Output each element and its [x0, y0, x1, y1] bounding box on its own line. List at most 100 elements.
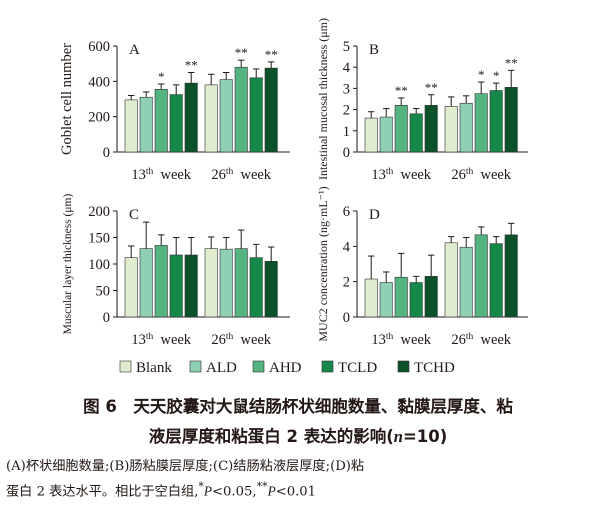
x-category-label-0: 13th week — [371, 332, 431, 348]
y-tick-label: 4 — [343, 239, 351, 255]
legend-label-ahd: AHD — [269, 360, 302, 376]
bar-ahd-1 — [474, 93, 488, 153]
caption-note-star-1: * — [198, 480, 204, 493]
bar-ahd-1 — [234, 248, 248, 318]
bar-ahd-1 — [474, 234, 488, 318]
caption-note-line-2: 蛋白 2 表达水平。相比于空白组,*P<0.05,**P<0.01 — [6, 480, 596, 499]
bar-tchd-0 — [424, 105, 438, 153]
bar-ahd-0 — [154, 88, 168, 153]
caption-note-threshold-2: <0.01 — [275, 484, 317, 500]
bar-ald-1 — [219, 248, 233, 318]
significance-mark: ** — [235, 45, 248, 60]
bar-ald-0 — [379, 116, 393, 153]
bar-blank-0 — [124, 99, 138, 153]
bar-ald-1 — [459, 246, 473, 318]
bar-tchd-1 — [264, 261, 278, 318]
x-category-label-0: 13th week — [131, 167, 191, 183]
y-axis-title: Muscular layer thickness (μm) — [62, 194, 74, 335]
panel-D: 0 2 4 6 MUC2 concentration (ng·mL⁻¹) D 13th we… — [316, 186, 528, 348]
significance-mark: ** — [185, 58, 198, 73]
y-tick-label: 200 — [88, 110, 110, 126]
bar-blank-1 — [204, 84, 218, 153]
caption-note-threshold-1: <0.05, — [211, 484, 257, 500]
bar-tcld-1 — [249, 257, 263, 318]
legend-label-tcld: TCLD — [338, 360, 377, 376]
y-tick-label: 50 — [96, 284, 111, 300]
bar-tcld-1 — [489, 243, 503, 318]
x-category-label-1: 26th week — [211, 167, 271, 183]
bar-tcld-1 — [489, 90, 503, 153]
x-category-label-1: 26th week — [211, 332, 271, 348]
significance-mark: * — [493, 68, 500, 83]
y-tick-label: 5 — [343, 39, 350, 55]
bar-blank-1 — [204, 248, 218, 318]
y-tick-label: 400 — [88, 74, 110, 90]
bar-ald-0 — [379, 282, 393, 318]
y-tick-label: 1 — [343, 124, 350, 140]
bar-blank-0 — [364, 278, 378, 318]
legend-label-tchd: TCHD — [414, 360, 455, 376]
bar-blank-1 — [444, 242, 458, 318]
y-tick-label: 2 — [343, 275, 350, 291]
bar-ald-0 — [139, 248, 153, 318]
significance-mark: * — [158, 69, 165, 84]
significance-mark: ** — [395, 83, 408, 98]
y-axis-title: Goblet cell number — [59, 43, 75, 155]
y-tick-label: 3 — [343, 81, 350, 97]
legend-swatch-ald — [189, 360, 202, 373]
bar-ald-1 — [459, 102, 473, 153]
bar-ahd-1 — [234, 66, 248, 153]
panel-B: 0 1 2 3 4 5 Intestinal mucosal thickness (μm) B… — [316, 18, 528, 183]
legend-swatch-tcld — [321, 360, 334, 373]
caption-note-line-1: (A)杯状细胞数量;(B)肠粘膜层厚度;(C)结肠粘液层厚度;(D)粘 — [6, 459, 365, 474]
y-tick-label: 200 — [88, 204, 110, 220]
significance-mark: * — [478, 67, 485, 82]
bar-blank-0 — [364, 117, 378, 153]
chart-legend: Blank ALD AHD TCLD TCHD — [119, 360, 455, 376]
y-tick-label: 0 — [343, 145, 350, 161]
significance-mark: ** — [265, 47, 278, 62]
significance-mark: ** — [425, 80, 438, 95]
x-category-label-1: 26th week — [451, 332, 511, 348]
caption-title-line-2: 液层厚度和粘蛋白 2 表达的影响(n=10) — [0, 423, 596, 447]
y-tick-label: 4 — [343, 60, 351, 76]
caption-note-p-2: P — [267, 483, 276, 499]
y-tick-label: 100 — [88, 257, 110, 273]
y-axis-title: MUC2 concentration (ng·mL⁻¹) — [316, 186, 330, 341]
bar-tchd-0 — [424, 276, 438, 318]
x-category-label-1: 26th week — [451, 167, 511, 183]
panel-A: 0 200 400 600 Goblet cell number A 13th week 26… — [59, 39, 290, 183]
panel-letter: D — [369, 207, 380, 223]
y-tick-label: 6 — [343, 204, 350, 220]
bar-tchd-1 — [264, 67, 278, 153]
significance-mark: ** — [505, 55, 518, 70]
y-tick-label: 0 — [103, 310, 110, 326]
caption-note-line-2-prefix: 蛋白 2 表达水平。相比于空白组, — [6, 484, 199, 500]
bar-tcld-0 — [169, 94, 183, 153]
panel-letter: C — [129, 207, 139, 223]
bar-tcld-0 — [169, 254, 183, 318]
y-tick-label: 600 — [88, 39, 110, 55]
bar-ahd-0 — [394, 105, 408, 153]
y-tick-label: 150 — [88, 231, 110, 247]
caption-title-line-2-suffix: =10) — [402, 427, 448, 446]
y-tick-label: 2 — [343, 103, 350, 119]
bar-blank-0 — [124, 257, 138, 318]
bar-tchd-0 — [184, 254, 198, 318]
bar-ald-0 — [139, 96, 153, 153]
legend-label-ald: ALD — [206, 360, 237, 376]
y-axis-title: Intestinal mucosal thickness (μm) — [316, 18, 330, 180]
x-category-label-0: 13th week — [371, 167, 431, 183]
bar-tchd-1 — [504, 87, 518, 153]
bar-blank-1 — [444, 106, 458, 153]
caption-note-star-2: ** — [256, 480, 268, 493]
caption-note-p-1: P — [203, 483, 212, 499]
bar-tcld-1 — [249, 77, 263, 153]
legend-swatch-blank — [119, 360, 132, 373]
bar-tchd-0 — [184, 82, 198, 153]
bar-ald-1 — [219, 79, 233, 153]
caption-title-line-2-prefix: 液层厚度和粘蛋白 2 表达的影响( — [148, 427, 394, 446]
y-tick-label: 0 — [343, 310, 350, 326]
bar-tcld-0 — [409, 113, 423, 153]
